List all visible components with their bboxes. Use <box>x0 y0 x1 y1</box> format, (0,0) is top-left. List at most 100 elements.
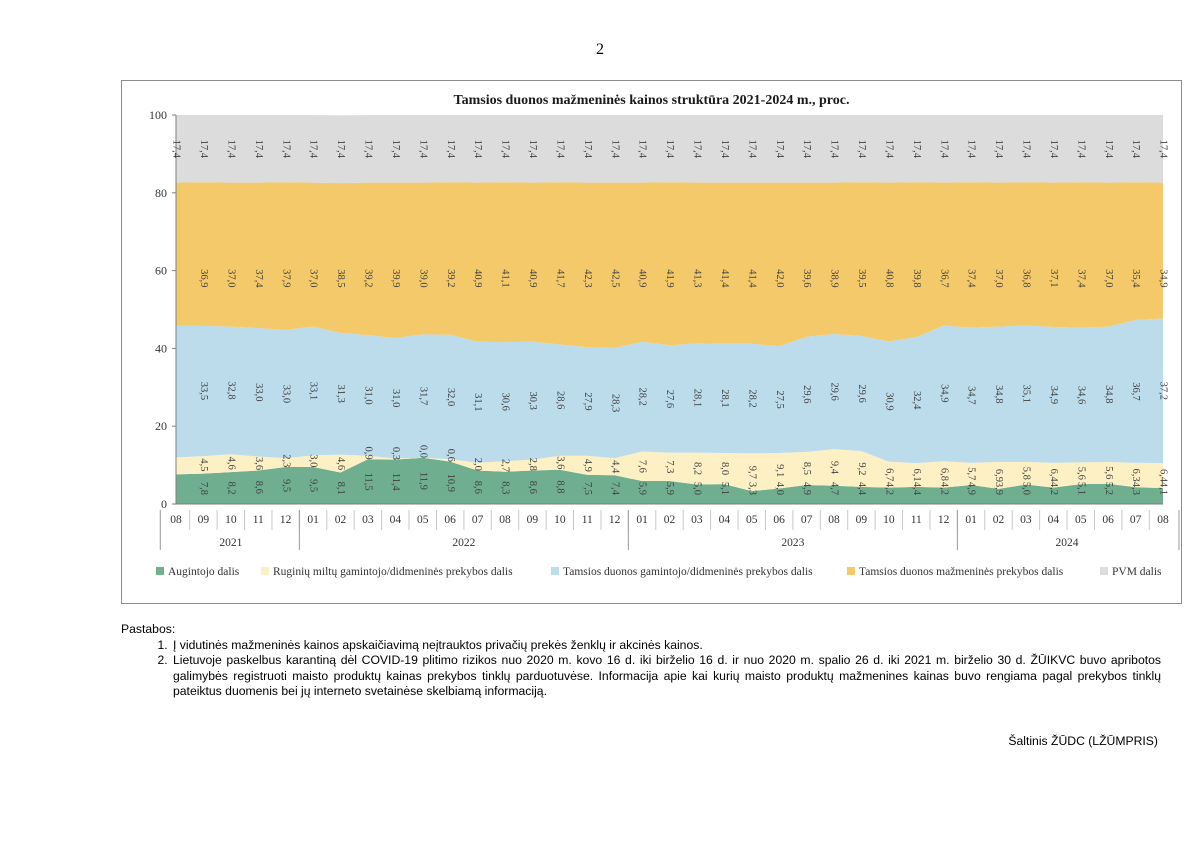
x-tick-label: 02 <box>664 514 676 526</box>
data-label-series-5: 17,4 <box>308 140 319 159</box>
data-label-series-4: 37,4 <box>1075 269 1086 288</box>
data-label-series-4: 40,8 <box>883 269 894 287</box>
data-label-series-3: 28,3 <box>609 394 620 412</box>
data-label-series-1: 8,6 <box>472 481 483 494</box>
data-label-series-3: 30,9 <box>883 392 894 410</box>
data-label-series-5: 17,4 <box>1048 140 1059 159</box>
x-year-label: 2022 <box>452 537 475 549</box>
data-label-series-4: 35,4 <box>1130 269 1141 288</box>
data-label-series-1: 11,4 <box>390 473 401 492</box>
data-label-series-3: 29,6 <box>829 382 840 400</box>
x-tick-label: 05 <box>1075 514 1087 526</box>
x-tick-label: 11 <box>253 514 264 526</box>
x-tick-label: 03 <box>691 514 703 526</box>
x-tick-label: 01 <box>965 514 977 526</box>
data-label-series-1: 4,0 <box>774 482 785 495</box>
data-label-series-4: 39,5 <box>856 269 867 287</box>
x-tick-label: 12 <box>938 514 950 526</box>
data-label-series-1: 5,0 <box>692 482 703 495</box>
data-label-series-4: 37,1 <box>1048 269 1059 287</box>
data-label-series-1: 5,9 <box>664 482 675 495</box>
data-label-series-3: 33,0 <box>253 383 264 401</box>
data-label-series-2: 6,3 <box>1130 468 1141 481</box>
x-tick-label: 09 <box>856 514 868 526</box>
x-tick-label: 04 <box>719 514 731 526</box>
data-label-series-3: 32,4 <box>911 391 922 410</box>
data-label-series-1: 5,0 <box>1021 482 1032 495</box>
x-year-label: 2024 <box>1056 537 1079 549</box>
data-label-series-3: 33,5 <box>198 382 209 400</box>
data-label-series-4: 41,4 <box>719 269 730 288</box>
data-label-series-4: 39,6 <box>801 269 812 287</box>
area-series-5 <box>176 115 1163 184</box>
x-tick-label: 08 <box>170 514 182 526</box>
x-tick-label: 02 <box>335 514 347 526</box>
legend-swatch-2 <box>261 567 269 575</box>
data-label-series-4: 42,0 <box>774 269 785 287</box>
data-label-series-3: 34,8 <box>993 385 1004 403</box>
x-tick-label: 11 <box>911 514 922 526</box>
data-label-series-1: 10,9 <box>445 474 456 492</box>
notes-list: Į vidutinės mažmeninės kainos apskaičiav… <box>121 638 1161 700</box>
data-label-series-1: 11,9 <box>417 472 428 490</box>
x-tick-label: 07 <box>1130 514 1142 526</box>
data-label-series-1: 5,9 <box>637 482 648 495</box>
data-label-series-2: 6,1 <box>911 468 922 481</box>
data-label-series-3: 37,2 <box>1158 382 1169 400</box>
data-label-series-4: 36,8 <box>1021 269 1032 287</box>
data-label-series-3: 34,9 <box>938 384 949 402</box>
data-label-series-2: 5,6 <box>1075 467 1086 480</box>
data-label-series-1: 4,4 <box>911 482 922 496</box>
y-tick-label: 100 <box>149 108 167 122</box>
data-label-series-4: 38,5 <box>335 269 346 287</box>
x-tick-label: 10 <box>883 514 895 526</box>
legend-swatch-5 <box>1100 567 1108 575</box>
data-label-series-1: 8,6 <box>527 481 538 494</box>
data-label-series-1: 8,8 <box>554 480 565 493</box>
data-label-series-5: 17,4 <box>774 140 785 159</box>
data-label-series-4: 37,0 <box>225 269 236 287</box>
legend-swatch-3 <box>551 567 559 575</box>
area-series-3 <box>176 318 1163 464</box>
x-tick-label: 08 <box>499 514 511 526</box>
data-label-series-1: 3,9 <box>993 482 1004 495</box>
data-label-series-2: 2,3 <box>280 454 291 467</box>
x-tick-label: 05 <box>746 514 758 526</box>
data-label-series-4: 37,4 <box>253 269 264 288</box>
data-label-series-1: 8,3 <box>500 481 511 494</box>
data-label-series-5: 17,4 <box>829 140 840 159</box>
data-label-series-5: 17,4 <box>500 140 511 159</box>
data-label-series-2: 6,9 <box>993 469 1004 482</box>
data-label-series-4: 36,9 <box>198 269 209 287</box>
data-label-series-5: 17,4 <box>1103 140 1114 159</box>
data-label-series-4: 39,9 <box>390 269 401 287</box>
data-label-series-5: 17,4 <box>582 140 593 159</box>
data-label-series-5: 17,4 <box>664 140 675 159</box>
data-label-series-2: 8,5 <box>801 462 812 475</box>
x-tick-label: 04 <box>390 514 402 526</box>
data-label-series-2: 4,9 <box>582 459 593 472</box>
x-tick-label: 01 <box>307 514 319 526</box>
data-label-series-3: 28,1 <box>692 389 703 407</box>
x-tick-label: 02 <box>993 514 1005 526</box>
note-item-2: Lietuvoje paskelbus karantiną dėl COVID-… <box>171 653 1161 700</box>
data-label-series-4: 40,9 <box>472 269 483 287</box>
data-label-series-2: 2,7 <box>500 459 511 472</box>
data-label-series-3: 31,7 <box>417 387 428 405</box>
data-label-series-2: 7,3 <box>664 460 675 473</box>
data-label-series-3: 31,1 <box>472 393 483 411</box>
data-label-series-5: 17,4 <box>911 140 922 159</box>
data-label-series-4: 37,0 <box>1103 269 1114 287</box>
data-label-series-3: 32,8 <box>225 381 236 399</box>
data-label-series-2: 5,7 <box>966 467 977 480</box>
data-label-series-5: 17,4 <box>554 140 565 159</box>
data-label-series-5: 17,4 <box>883 140 894 159</box>
data-label-series-5: 17,4 <box>801 140 812 159</box>
x-tick-label: 07 <box>801 514 813 526</box>
area-series-2 <box>176 449 1163 492</box>
chart-title: Tamsios duonos mažmeninės kainos struktū… <box>453 93 850 108</box>
data-label-series-4: 41,9 <box>664 269 675 287</box>
data-label-series-5: 17,4 <box>198 140 209 159</box>
data-label-series-5: 17,4 <box>719 140 730 159</box>
